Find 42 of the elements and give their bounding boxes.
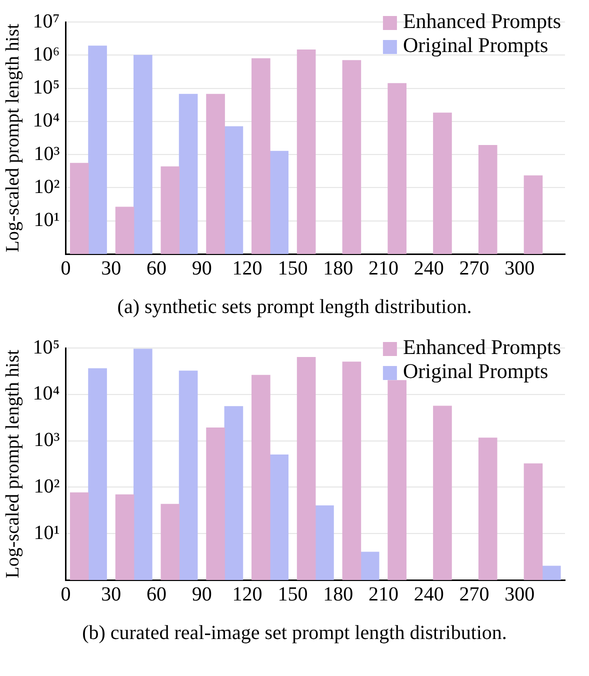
x-tick-label: 210: [368, 257, 398, 280]
y-tick-label: 10⁴: [32, 382, 60, 405]
x-tick-label: 30: [101, 257, 122, 280]
x-tick-label: 300: [504, 583, 535, 606]
x-tick-label: 240: [414, 257, 444, 280]
legend-label: Original Prompts: [402, 33, 548, 58]
y-tick-label: 10⁵: [32, 336, 60, 358]
x-tick-label: 180: [323, 583, 354, 606]
y-tick-label: 10⁴: [32, 110, 60, 132]
text: (a) synthetic sets prompt length distribution.: [116, 295, 473, 320]
x-tick-label: 0: [60, 583, 71, 606]
y-tick-label: 10⁷: [32, 10, 60, 32]
x-tick-label: 0: [60, 257, 71, 280]
y-tick-label: 10²: [34, 176, 60, 198]
y-tick-label: 10¹: [34, 209, 60, 232]
y-tick-label: 10³: [34, 142, 60, 165]
x-tick-label: 270: [459, 257, 490, 280]
legend-label: Enhanced Prompts: [402, 9, 562, 34]
x-tick-label: 90: [192, 583, 212, 606]
legend-label: Enhanced Prompts: [402, 335, 562, 360]
x-tick-label: 150: [278, 257, 308, 280]
x-tick-label: 120: [232, 257, 262, 280]
text: (b) curated real-image set prompt length distribution.: [81, 621, 508, 646]
legend-label: Original Prompts: [402, 359, 548, 384]
y-tick-label: 10³: [34, 429, 60, 452]
y-tick-label: 10⁶: [32, 43, 60, 66]
y-axis-title: Log-scaled prompt length hist: [2, 349, 24, 578]
x-tick-label: 240: [414, 583, 444, 606]
x-tick-label: 180: [323, 257, 354, 280]
x-tick-label: 60: [146, 583, 167, 606]
x-tick-label: 120: [232, 583, 262, 606]
x-tick-label: 150: [278, 583, 308, 606]
y-tick-label: 10¹: [34, 522, 60, 544]
y-axis-title: Log-scaled prompt length hist: [2, 23, 24, 252]
x-tick-label: 60: [146, 257, 167, 280]
x-tick-label: 30: [101, 583, 122, 606]
y-tick-label: 10⁵: [32, 76, 60, 99]
y-tick-label: 10²: [34, 475, 60, 498]
x-tick-label: 270: [459, 583, 490, 606]
x-tick-label: 210: [368, 583, 398, 606]
x-tick-label: 90: [192, 257, 212, 280]
x-tick-label: 300: [504, 257, 535, 280]
